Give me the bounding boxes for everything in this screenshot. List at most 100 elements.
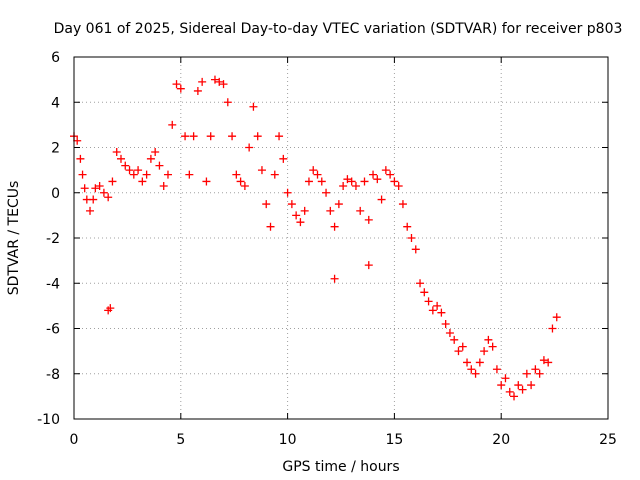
data-point: [454, 347, 463, 356]
data-point: [266, 222, 275, 231]
data-point: [433, 301, 442, 310]
data-point: [313, 170, 322, 179]
data-points: [70, 75, 561, 401]
data-point: [138, 177, 147, 186]
x-tick-label: 15: [385, 432, 403, 448]
data-point: [484, 335, 493, 344]
data-point: [125, 166, 134, 175]
data-point: [219, 80, 228, 89]
data-point: [514, 381, 523, 390]
data-point: [445, 329, 454, 338]
data-point: [116, 154, 125, 163]
data-point: [202, 177, 211, 186]
data-point: [228, 132, 237, 141]
data-point: [535, 369, 544, 378]
data-point: [215, 77, 224, 86]
data-point: [108, 177, 117, 186]
data-point: [163, 170, 172, 179]
data-point: [146, 154, 155, 163]
data-point: [480, 347, 489, 356]
data-point: [210, 75, 219, 84]
x-tick-label: 10: [279, 432, 297, 448]
data-point: [420, 288, 429, 297]
data-point: [398, 200, 407, 209]
data-point: [185, 170, 194, 179]
data-point: [176, 84, 185, 93]
data-point: [364, 261, 373, 270]
data-point: [287, 200, 296, 209]
y-tick-label: 6: [51, 50, 60, 66]
data-point: [159, 181, 168, 190]
data-point: [518, 385, 527, 394]
data-point: [330, 274, 339, 283]
y-tick-label: -6: [46, 322, 60, 338]
y-tick-label: -10: [37, 412, 60, 428]
y-axis-label: SDTVAR / TECUs: [6, 181, 22, 296]
data-point: [300, 206, 309, 215]
data-point: [121, 161, 130, 170]
data-point: [424, 297, 433, 306]
data-point: [505, 387, 514, 396]
data-point: [411, 245, 420, 254]
data-point: [527, 381, 536, 390]
y-tick-label: -8: [46, 367, 60, 383]
chart-title: Day 061 of 2025, Sidereal Day-to-day VTE…: [54, 21, 623, 37]
x-axis-label: GPS time / hours: [282, 459, 399, 475]
data-point: [236, 177, 245, 186]
data-point: [206, 132, 215, 141]
data-point: [283, 188, 292, 197]
data-point: [181, 132, 190, 141]
data-point: [458, 342, 467, 351]
data-point: [78, 170, 87, 179]
data-point: [390, 177, 399, 186]
data-point: [142, 170, 151, 179]
data-point: [193, 86, 202, 95]
data-point: [334, 200, 343, 209]
data-point: [539, 356, 548, 365]
data-point: [253, 132, 262, 141]
data-point: [492, 365, 501, 374]
data-point: [552, 313, 561, 322]
data-point: [95, 181, 104, 190]
data-point: [104, 193, 113, 202]
data-point: [168, 120, 177, 129]
data-point: [339, 181, 348, 190]
data-point: [377, 195, 386, 204]
data-point: [112, 148, 121, 157]
grid: [74, 57, 608, 419]
y-tick-label: 2: [51, 141, 60, 157]
data-point: [134, 166, 143, 175]
data-point: [129, 170, 138, 179]
data-point: [407, 234, 416, 242]
data-point: [292, 211, 301, 220]
data-point: [347, 177, 356, 186]
data-point: [467, 365, 476, 374]
data-point: [522, 369, 531, 378]
x-axis-ticks: 0 5 10 15 20 25: [70, 57, 617, 448]
data-point: [86, 206, 95, 215]
data-point: [428, 306, 437, 315]
data-point: [450, 335, 459, 344]
data-point: [279, 154, 288, 163]
data-point: [189, 132, 198, 141]
x-tick-label: 5: [176, 432, 185, 448]
data-point: [330, 222, 339, 231]
data-point: [403, 222, 412, 231]
y-tick-label: -4: [46, 276, 60, 292]
data-point: [245, 143, 254, 152]
data-point: [437, 308, 446, 317]
data-point: [106, 304, 115, 313]
data-point: [369, 170, 378, 179]
data-point: [257, 166, 266, 175]
data-point: [501, 374, 510, 383]
data-point: [151, 148, 160, 157]
y-tick-label: -2: [46, 231, 60, 247]
data-point: [394, 181, 403, 190]
data-point: [416, 279, 425, 288]
x-tick-label: 25: [599, 432, 617, 448]
y-axis-ticks: 6 4 2 0 -2 -4 -6 -8 -10: [37, 50, 608, 428]
y-tick-label: 4: [51, 95, 60, 111]
data-point: [360, 177, 369, 186]
data-point: [497, 381, 506, 390]
data-point: [270, 170, 279, 179]
